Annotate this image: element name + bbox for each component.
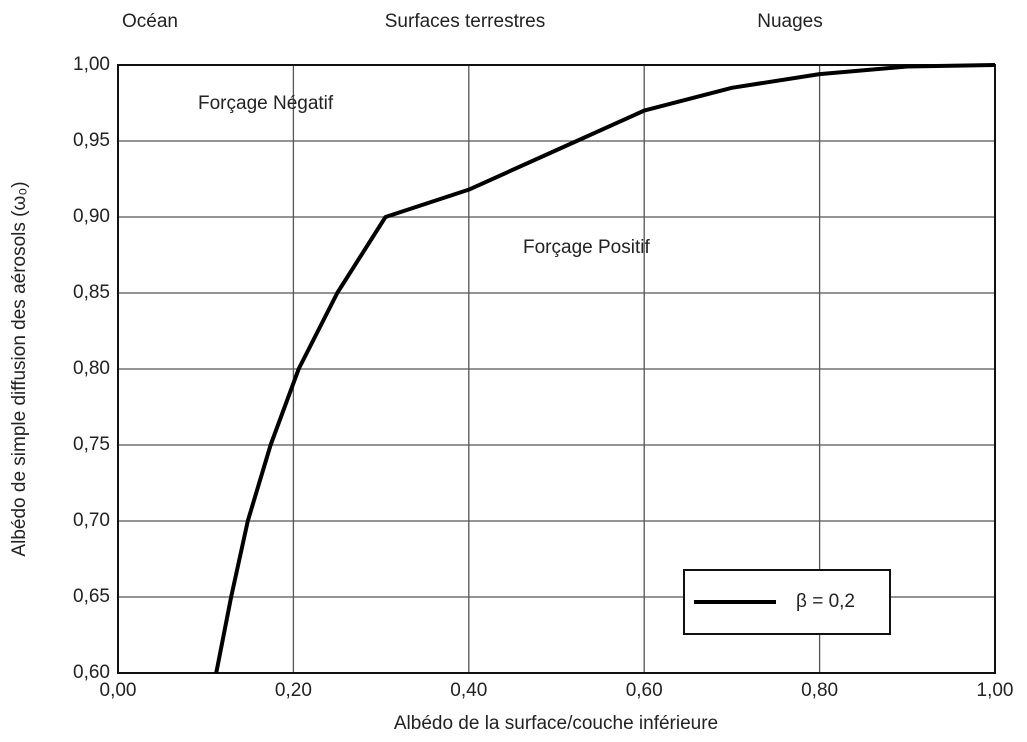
y-tick-label: 1,00 bbox=[73, 54, 110, 75]
y-tick-label: 0,80 bbox=[73, 358, 110, 379]
x-tick-label: 1,00 bbox=[977, 680, 1014, 701]
region-label: Nuages bbox=[757, 11, 823, 32]
x-tick-label: 0,20 bbox=[275, 680, 312, 701]
annotation: Forçage Négatif bbox=[198, 93, 334, 114]
y-tick-label: 0,75 bbox=[73, 434, 110, 455]
region-label: Surfaces terrestres bbox=[385, 11, 546, 32]
y-axis-label: Albédo de simple diffusion des aérosols … bbox=[9, 181, 30, 556]
x-tick-label: 0,40 bbox=[450, 680, 487, 701]
y-tick-label: 0,65 bbox=[73, 586, 110, 607]
legend-label: β = 0,2 bbox=[796, 591, 855, 612]
y-tick-label: 0,85 bbox=[73, 282, 110, 303]
annotation: Forçage Positif bbox=[523, 237, 650, 258]
x-tick-label: 0,00 bbox=[100, 680, 137, 701]
region-label: Océan bbox=[122, 11, 178, 32]
plot-frame bbox=[117, 64, 996, 674]
y-tick-label: 0,90 bbox=[73, 206, 110, 227]
y-tick-label: 0,70 bbox=[73, 510, 110, 531]
x-tick-label: 0,60 bbox=[626, 680, 663, 701]
data-line bbox=[214, 63, 996, 674]
y-tick-label: 0,95 bbox=[73, 130, 110, 151]
x-axis-label: Albédo de la surface/couche inférieure bbox=[394, 713, 718, 734]
y-tick-label: 0,60 bbox=[73, 662, 110, 683]
x-tick-label: 0,80 bbox=[801, 680, 838, 701]
